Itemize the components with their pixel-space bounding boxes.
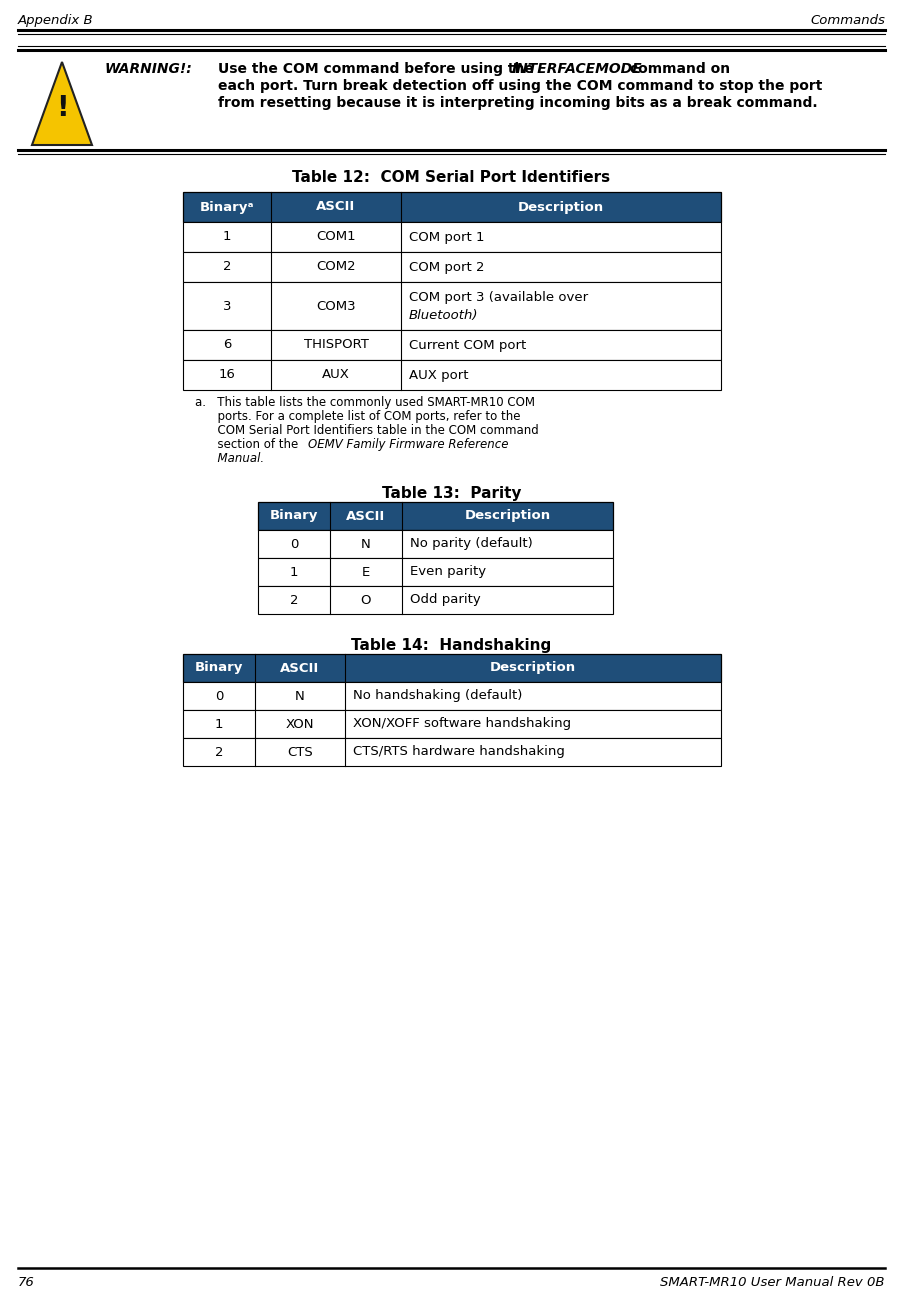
Text: each port. Turn break detection off using the COM command to stop the port: each port. Turn break detection off usin…	[217, 79, 822, 93]
Polygon shape	[32, 62, 92, 144]
Text: COM Serial Port Identifiers table in the COM command: COM Serial Port Identifiers table in the…	[195, 424, 538, 437]
Text: AUX port: AUX port	[409, 369, 468, 382]
Text: 2: 2	[223, 261, 231, 273]
Text: Binary: Binary	[270, 510, 318, 522]
Text: INTERFACEMODE: INTERFACEMODE	[511, 62, 642, 76]
Text: COM port 2: COM port 2	[409, 261, 484, 273]
FancyBboxPatch shape	[183, 283, 720, 330]
Text: from resetting because it is interpreting incoming bits as a break command.: from resetting because it is interpretin…	[217, 95, 816, 110]
Text: Binaryᵃ: Binaryᵃ	[199, 200, 254, 214]
FancyBboxPatch shape	[183, 192, 720, 222]
Text: ports. For a complete list of COM ports, refer to the: ports. For a complete list of COM ports,…	[195, 410, 520, 423]
Text: XON: XON	[285, 717, 314, 730]
Text: 1: 1	[290, 565, 298, 578]
Text: THISPORT: THISPORT	[303, 338, 368, 351]
Text: ​Manual.: ​Manual.	[195, 451, 263, 464]
Text: COM port 3 (available over: COM port 3 (available over	[409, 290, 587, 303]
Text: CTS: CTS	[287, 746, 312, 759]
Text: 16: 16	[218, 369, 235, 382]
FancyBboxPatch shape	[183, 222, 720, 252]
Text: Description: Description	[490, 662, 575, 675]
Text: ASCII: ASCII	[346, 510, 385, 522]
FancyBboxPatch shape	[258, 586, 612, 614]
Text: 2: 2	[290, 593, 298, 606]
Text: XON/XOFF software handshaking: XON/XOFF software handshaking	[353, 717, 570, 730]
Text: COM3: COM3	[316, 299, 355, 312]
FancyBboxPatch shape	[183, 738, 720, 766]
Text: O: O	[361, 593, 371, 606]
Text: Current COM port: Current COM port	[409, 338, 526, 351]
Text: section of the: section of the	[195, 439, 301, 451]
Text: CTS/RTS hardware handshaking: CTS/RTS hardware handshaking	[353, 746, 565, 759]
Text: Description: Description	[464, 510, 550, 522]
FancyBboxPatch shape	[183, 360, 720, 390]
Text: 76: 76	[18, 1276, 34, 1289]
Text: 2: 2	[215, 746, 223, 759]
Text: N: N	[361, 538, 371, 551]
Text: Odd parity: Odd parity	[410, 593, 480, 606]
Text: ASCII: ASCII	[316, 200, 355, 214]
Text: 0: 0	[290, 538, 298, 551]
FancyBboxPatch shape	[183, 654, 720, 682]
FancyBboxPatch shape	[258, 559, 612, 586]
Text: COM2: COM2	[316, 261, 355, 273]
Text: COM port 1: COM port 1	[409, 231, 484, 244]
Text: 1: 1	[223, 231, 231, 244]
Text: Bluetooth): Bluetooth)	[409, 308, 478, 321]
Text: WARNING!:: WARNING!:	[105, 62, 192, 76]
FancyBboxPatch shape	[183, 710, 720, 738]
Text: No handshaking (default): No handshaking (default)	[353, 689, 521, 703]
FancyBboxPatch shape	[183, 330, 720, 360]
Text: 1: 1	[215, 717, 223, 730]
Text: E: E	[362, 565, 370, 578]
Text: 0: 0	[215, 689, 223, 703]
Text: ASCII: ASCII	[280, 662, 319, 675]
Text: command on: command on	[624, 62, 730, 76]
Text: Table 14:  Handshaking: Table 14: Handshaking	[351, 639, 551, 653]
Text: N: N	[295, 689, 305, 703]
FancyBboxPatch shape	[258, 502, 612, 530]
Text: Appendix B: Appendix B	[18, 14, 94, 27]
Text: AUX: AUX	[322, 369, 350, 382]
Text: 3: 3	[223, 299, 231, 312]
Text: Use the COM command before using the: Use the COM command before using the	[217, 62, 538, 76]
Text: COM1: COM1	[316, 231, 355, 244]
Text: !: !	[56, 93, 69, 121]
Text: a.   This table lists the commonly used SMART-MR10 COM: a. This table lists the commonly used SM…	[195, 396, 534, 409]
Text: Table 13:  Parity: Table 13: Parity	[382, 486, 520, 501]
Text: Commands: Commands	[809, 14, 884, 27]
Text: 6: 6	[223, 338, 231, 351]
Text: No parity (default): No parity (default)	[410, 538, 532, 551]
FancyBboxPatch shape	[183, 682, 720, 710]
Text: SMART-MR10 User Manual Rev 0B: SMART-MR10 User Manual Rev 0B	[659, 1276, 884, 1289]
Text: Table 12:  COM Serial Port Identifiers: Table 12: COM Serial Port Identifiers	[292, 170, 610, 184]
Text: Even parity: Even parity	[410, 565, 485, 578]
Text: OEMV Family Firmware Reference: OEMV Family Firmware Reference	[308, 439, 508, 451]
Text: Binary: Binary	[195, 662, 243, 675]
FancyBboxPatch shape	[183, 252, 720, 283]
FancyBboxPatch shape	[258, 530, 612, 559]
Text: Description: Description	[518, 200, 603, 214]
